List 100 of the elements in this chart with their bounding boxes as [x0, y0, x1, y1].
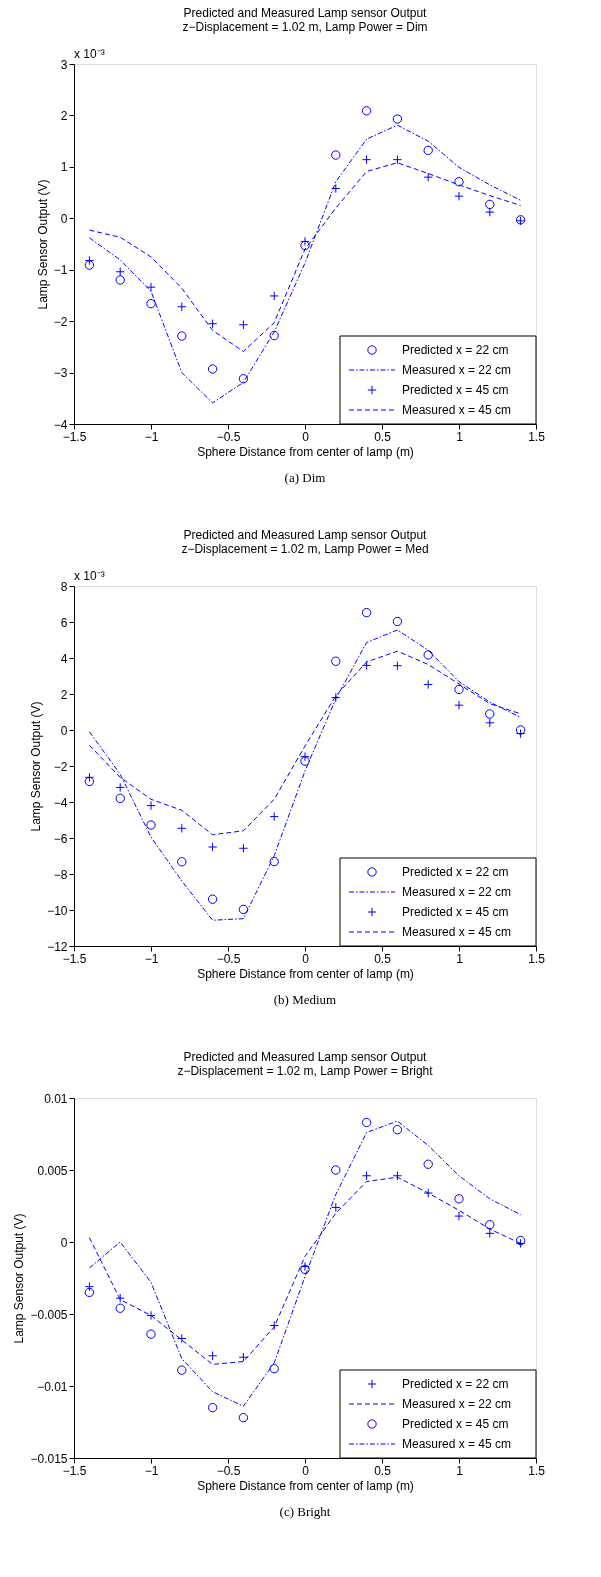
y-tick-label: 1: [60, 160, 68, 175]
point: [238, 843, 249, 853]
line-series: [88, 1120, 522, 1407]
point: [84, 1281, 95, 1292]
point: [392, 1125, 403, 1135]
point: [515, 725, 526, 735]
x-tick-label: 1.5: [528, 951, 546, 966]
x-tick-label: 0.5: [374, 429, 392, 444]
point: [269, 330, 279, 341]
point: [361, 154, 372, 165]
point: [146, 298, 156, 309]
y-tick-label: −6: [53, 831, 68, 846]
x-tick-label: −0.5: [216, 1463, 241, 1478]
legend-label: Predicted x = 45 cm: [402, 383, 509, 397]
point: [177, 331, 187, 341]
point: [269, 811, 279, 822]
x-tick-label: −0.5: [216, 951, 241, 966]
point: [423, 650, 433, 660]
point: [454, 177, 464, 187]
chart-subtitle: z−Displacement = 1.02 m, Lamp Power = Med: [181, 542, 429, 556]
point: [423, 1188, 433, 1198]
x-tick-label: −1.5: [62, 951, 87, 966]
y-axis-title: Lamp Sensor Output (V): [35, 179, 50, 310]
x-tick-label: 0: [302, 429, 310, 444]
point: [238, 1413, 249, 1423]
text: (b) Medium: [273, 992, 337, 1007]
point: [423, 172, 433, 182]
point: [177, 1365, 187, 1375]
point: [207, 319, 218, 329]
legend-label: Predicted x = 22 cm: [402, 343, 509, 357]
point: [269, 291, 279, 301]
y-tick-label: 2: [60, 108, 68, 123]
x-axis-title: Sphere Distance from center of lamp (m): [197, 966, 414, 981]
legend-label: Predicted x = 45 cm: [402, 905, 509, 919]
y-tick-label: −1: [53, 263, 68, 278]
point: [331, 183, 341, 194]
point: [115, 275, 125, 285]
y-tick-label: −2: [53, 314, 68, 329]
chart-title: Predicted and Measured Lamp sensor Output: [183, 1050, 428, 1064]
point: [361, 1117, 372, 1128]
y-tick-label: 0.005: [37, 1163, 68, 1178]
y-tick-label: −0.005: [30, 1307, 68, 1322]
y-tick-label: −0.015: [30, 1451, 68, 1466]
x-tick-label: 0.5: [374, 951, 392, 966]
x-tick-label: −1: [144, 951, 159, 966]
point: [146, 282, 156, 292]
point: [361, 607, 372, 618]
point: [177, 857, 187, 867]
point: [331, 150, 341, 160]
y-axis-title: Lamp Sensor Output (V): [12, 1213, 27, 1344]
point: [361, 1171, 372, 1181]
point: [454, 191, 464, 201]
legend-label: Measured x = 45 cm: [402, 1437, 512, 1451]
point: [300, 236, 310, 247]
y-tick-label: −2: [53, 759, 68, 774]
chart-title: Predicted and Measured Lamp sensor Output: [183, 528, 428, 542]
y-tick-label: 0: [60, 723, 68, 738]
y-tick-label: −12: [47, 939, 68, 954]
chart-title: Predicted and Measured Lamp sensor Output: [183, 6, 428, 20]
y-tick-label: −4: [53, 795, 68, 810]
x-tick-label: 1.5: [528, 429, 546, 444]
y-tick-label: −10: [47, 903, 68, 918]
y-axis-title: Lamp Sensor Output (V): [29, 701, 44, 832]
point: [146, 820, 156, 830]
point: [331, 1202, 341, 1213]
x-tick-label: 1.5: [528, 1463, 546, 1478]
chart-subtitle: z−Displacement = 1.02 m, Lamp Power = Dim: [182, 20, 428, 34]
y-tick-label: 0.01: [44, 1091, 68, 1106]
x-tick-label: −1: [144, 1463, 159, 1478]
point: [331, 1165, 341, 1175]
point: [392, 661, 403, 671]
point: [84, 1287, 95, 1298]
point: [485, 207, 495, 217]
x-tick-label: −0.5: [216, 429, 241, 444]
point: [115, 1303, 125, 1313]
point: [331, 656, 341, 666]
point: [454, 1194, 464, 1204]
x-tick-label: −1.5: [62, 1463, 87, 1478]
x-tick-label: −1: [144, 429, 159, 444]
text: (c) Bright: [279, 1504, 331, 1519]
x-tick-label: 1: [456, 951, 464, 966]
y-tick-label: 6: [60, 615, 68, 630]
x-tick-label: 1: [456, 1463, 464, 1478]
point: [392, 616, 403, 627]
point: [84, 776, 95, 787]
point: [238, 320, 249, 330]
point: [84, 255, 95, 266]
x-tick-label: −1.5: [62, 429, 87, 444]
point: [515, 728, 526, 739]
point: [485, 709, 495, 719]
chart-subtitle: z−Displacement = 1.02 m, Lamp Power = Bright: [177, 1064, 434, 1078]
x-axis-title: Sphere Distance from center of lamp (m): [197, 1478, 414, 1493]
x-tick-label: 1: [456, 429, 464, 444]
point: [84, 772, 95, 783]
x-tick-label: 0: [302, 1463, 310, 1478]
y-tick-label: 0: [60, 1235, 68, 1250]
point: [207, 364, 218, 374]
y-tick-label: −4: [53, 417, 68, 432]
point: [238, 904, 249, 915]
y-tick-label: 4: [60, 651, 68, 666]
